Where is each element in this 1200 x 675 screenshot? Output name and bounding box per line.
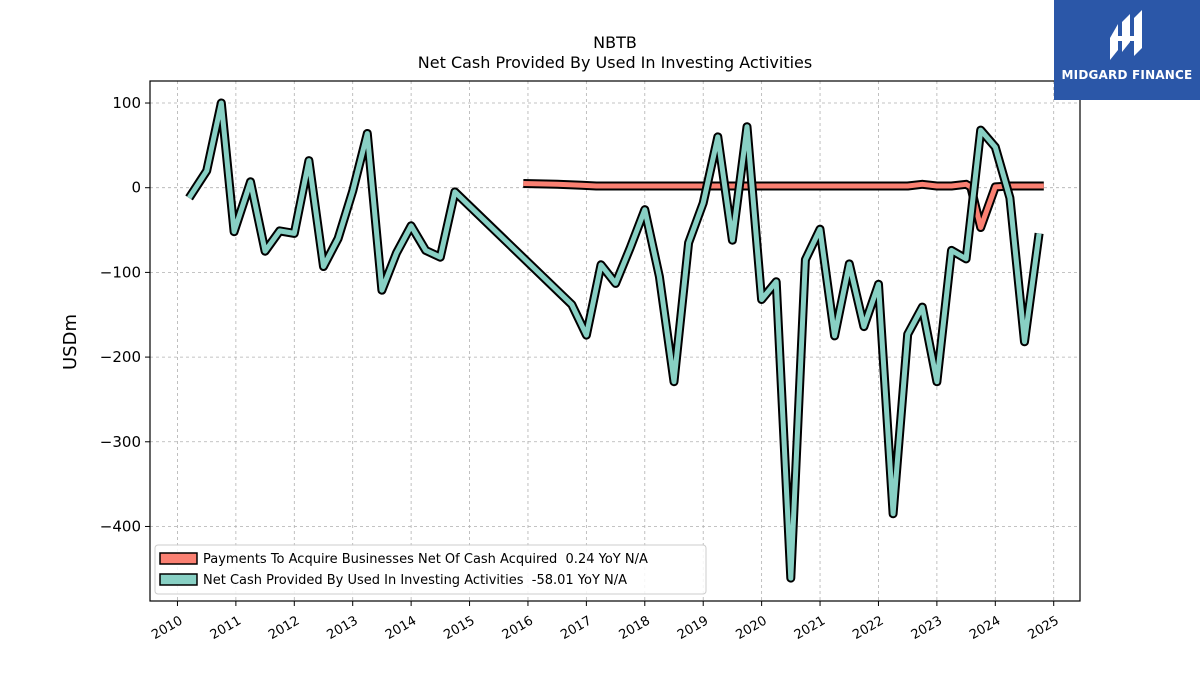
y-tick-label: −100 <box>100 263 141 281</box>
legend-swatch-investing <box>159 573 198 586</box>
plot-frame <box>149 80 1081 602</box>
y-ticks: 100 0 −100 −200 −300 −400 <box>100 94 150 535</box>
x-tick-label: 2021 <box>792 613 828 643</box>
x-tick-label: 2018 <box>617 613 653 643</box>
x-tick-label: 2017 <box>558 613 594 643</box>
y-tick-label: −300 <box>100 433 141 451</box>
legend-box <box>154 544 707 595</box>
x-tick-label: 2020 <box>733 613 769 643</box>
chart-subtitle: Net Cash Provided By Used In Investing A… <box>418 53 812 72</box>
x-tick-label: 2014 <box>383 613 419 643</box>
x-tick-label: 2024 <box>967 613 1003 643</box>
series-lines <box>185 98 1044 583</box>
payments-series-line <box>523 181 1044 230</box>
y-tick-label: 100 <box>112 94 141 112</box>
x-tick-label: 2013 <box>325 613 361 643</box>
y-tick-label: −200 <box>100 348 141 366</box>
x-tick-label: 2023 <box>909 613 945 643</box>
logo-text: MIDGARD FINANCE <box>1061 68 1193 82</box>
legend-label-payments: Payments To Acquire Businesses Net Of Ca… <box>203 552 648 567</box>
x-tick-label: 2012 <box>266 613 302 643</box>
x-tick-label: 2025 <box>1026 613 1062 643</box>
legend: Payments To Acquire Businesses Net Of Ca… <box>154 544 707 595</box>
x-tick-label: 2011 <box>208 613 244 643</box>
payments-series-outline <box>523 179 1044 232</box>
y-tick-label: 0 <box>131 179 141 197</box>
x-tick-label: 2010 <box>149 613 185 643</box>
midgard-finance-logo: MIDGARD FINANCE <box>1054 0 1200 100</box>
legend-label-investing: Net Cash Provided By Used In Investing A… <box>203 573 627 588</box>
chart-title: NBTB <box>593 33 637 52</box>
x-tick-label: 2019 <box>675 613 711 643</box>
y-tick-label: −400 <box>100 517 141 535</box>
legend-swatch-payments <box>159 552 198 565</box>
midgard-logo-icon <box>1110 10 1142 60</box>
y-axis-label: USDm <box>60 314 81 370</box>
investing-series-outline <box>185 98 1044 583</box>
x-tick-label: 2016 <box>500 613 536 643</box>
investing-series-line <box>187 100 1042 581</box>
x-tick-label: 2022 <box>850 613 886 643</box>
x-tick-label: 2015 <box>441 613 477 643</box>
x-ticks: 2010 2011 2012 2013 2014 2015 2016 2017 2018 2019… <box>149 601 1062 643</box>
